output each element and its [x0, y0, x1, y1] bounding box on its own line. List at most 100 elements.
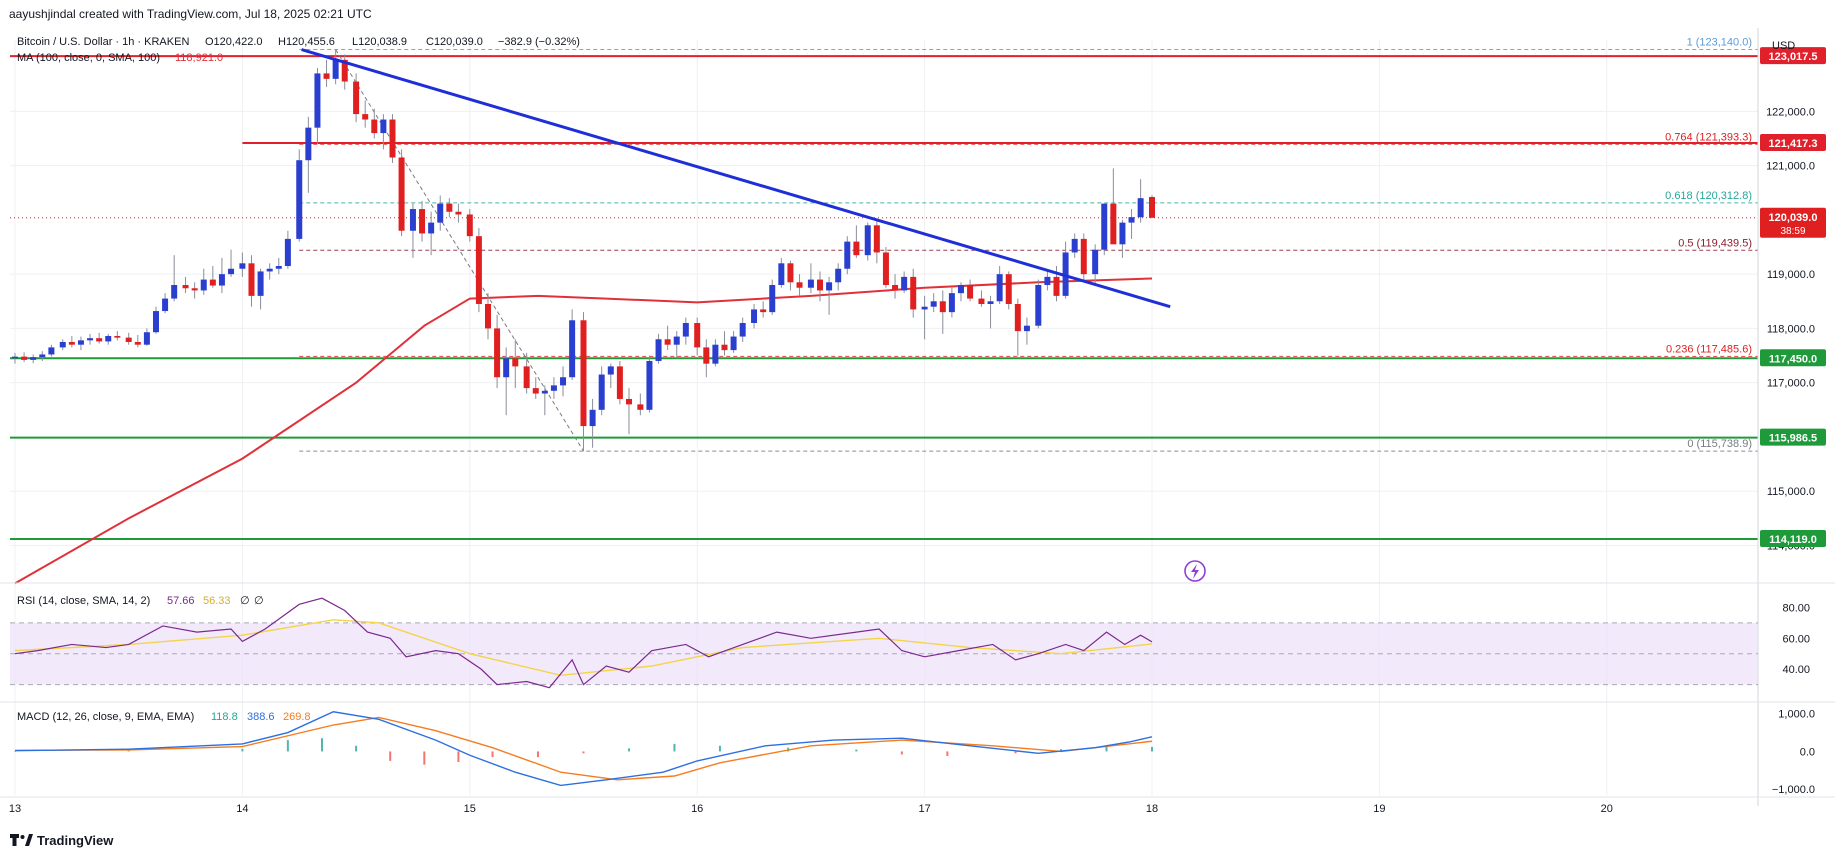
- candle[interactable]: [807, 263, 814, 294]
- candle[interactable]: [446, 198, 453, 218]
- candle[interactable]: [494, 314, 501, 389]
- candle[interactable]: [616, 360, 623, 405]
- candle[interactable]: [1110, 168, 1117, 245]
- candle[interactable]: [228, 249, 235, 277]
- candle[interactable]: [1149, 195, 1155, 218]
- candle[interactable]: [114, 331, 121, 341]
- candle[interactable]: [1092, 244, 1099, 286]
- candle[interactable]: [484, 293, 491, 340]
- candle[interactable]: [1023, 317, 1030, 345]
- candle[interactable]: [769, 279, 776, 315]
- lightning-icon[interactable]: [1184, 560, 1206, 582]
- candle[interactable]: [930, 293, 937, 313]
- candle[interactable]: [275, 257, 282, 275]
- candle[interactable]: [48, 344, 55, 357]
- candle[interactable]: [957, 282, 964, 302]
- candle[interactable]: [760, 301, 767, 318]
- candle[interactable]: [844, 236, 851, 275]
- candle[interactable]: [209, 266, 216, 288]
- candle[interactable]: [835, 263, 842, 291]
- candle[interactable]: [266, 263, 273, 280]
- candle[interactable]: [1101, 203, 1108, 256]
- candle[interactable]: [1080, 233, 1087, 280]
- candle[interactable]: [323, 59, 330, 87]
- candle[interactable]: [314, 67, 321, 144]
- candle[interactable]: [87, 333, 94, 345]
- candle[interactable]: [987, 295, 994, 329]
- candle[interactable]: [996, 266, 1003, 304]
- candle[interactable]: [380, 114, 387, 150]
- candle[interactable]: [778, 257, 785, 288]
- bearish-trendline[interactable]: [301, 48, 1171, 309]
- candle[interactable]: [589, 398, 596, 448]
- candle[interactable]: [1137, 179, 1144, 223]
- candle[interactable]: [341, 54, 348, 90]
- candle[interactable]: [1062, 241, 1069, 299]
- candle[interactable]: [787, 260, 794, 291]
- candle[interactable]: [901, 271, 908, 294]
- candle[interactable]: [892, 274, 899, 299]
- candle[interactable]: [694, 317, 701, 356]
- candle[interactable]: [428, 211, 435, 256]
- tradingview-logo[interactable]: TradingView: [10, 833, 114, 848]
- candle[interactable]: [218, 257, 225, 294]
- candle[interactable]: [948, 287, 955, 318]
- candle[interactable]: [362, 100, 369, 128]
- candle[interactable]: [816, 271, 823, 302]
- candle[interactable]: [712, 339, 719, 367]
- candle[interactable]: [682, 317, 689, 345]
- candle[interactable]: [466, 209, 473, 242]
- candle[interactable]: [939, 290, 946, 334]
- candle[interactable]: [598, 366, 605, 416]
- candle[interactable]: [569, 309, 576, 380]
- candle[interactable]: [864, 222, 871, 261]
- candle[interactable]: [607, 363, 614, 389]
- candle[interactable]: [398, 149, 405, 237]
- candle[interactable]: [182, 276, 189, 294]
- candle[interactable]: [673, 331, 680, 359]
- candle[interactable]: [77, 336, 84, 351]
- candle[interactable]: [30, 354, 37, 364]
- candle[interactable]: [1005, 271, 1012, 310]
- candle[interactable]: [1044, 271, 1051, 291]
- candle[interactable]: [664, 325, 671, 351]
- candle[interactable]: [532, 377, 539, 399]
- candle[interactable]: [200, 268, 207, 295]
- candle[interactable]: [796, 274, 803, 296]
- candle[interactable]: [162, 293, 169, 314]
- candle[interactable]: [39, 351, 46, 361]
- candle[interactable]: [503, 347, 510, 416]
- candle[interactable]: [419, 200, 426, 242]
- candle[interactable]: [59, 339, 66, 351]
- candle[interactable]: [560, 366, 567, 397]
- candle[interactable]: [580, 312, 587, 452]
- candle[interactable]: [284, 230, 291, 269]
- candle[interactable]: [730, 331, 737, 353]
- candle[interactable]: [12, 352, 18, 364]
- candle[interactable]: [96, 332, 103, 344]
- candle[interactable]: [125, 332, 132, 345]
- candle[interactable]: [721, 331, 728, 356]
- candle[interactable]: [353, 73, 360, 123]
- candle[interactable]: [512, 339, 519, 389]
- candle[interactable]: [625, 388, 632, 435]
- candle[interactable]: [910, 268, 917, 318]
- candle[interactable]: [409, 203, 416, 258]
- candle[interactable]: [739, 317, 746, 342]
- candle[interactable]: [437, 195, 444, 231]
- candle[interactable]: [1119, 219, 1126, 258]
- candle[interactable]: [921, 295, 928, 340]
- candle[interactable]: [541, 385, 548, 416]
- candle[interactable]: [637, 393, 644, 416]
- candle[interactable]: [853, 225, 860, 258]
- candle[interactable]: [248, 255, 255, 307]
- candle[interactable]: [523, 352, 530, 394]
- candle[interactable]: [143, 328, 150, 346]
- candle[interactable]: [371, 108, 378, 139]
- candle[interactable]: [826, 276, 833, 315]
- candle[interactable]: [152, 306, 159, 334]
- candle[interactable]: [475, 228, 482, 313]
- candle[interactable]: [191, 282, 198, 299]
- candle[interactable]: [305, 116, 312, 193]
